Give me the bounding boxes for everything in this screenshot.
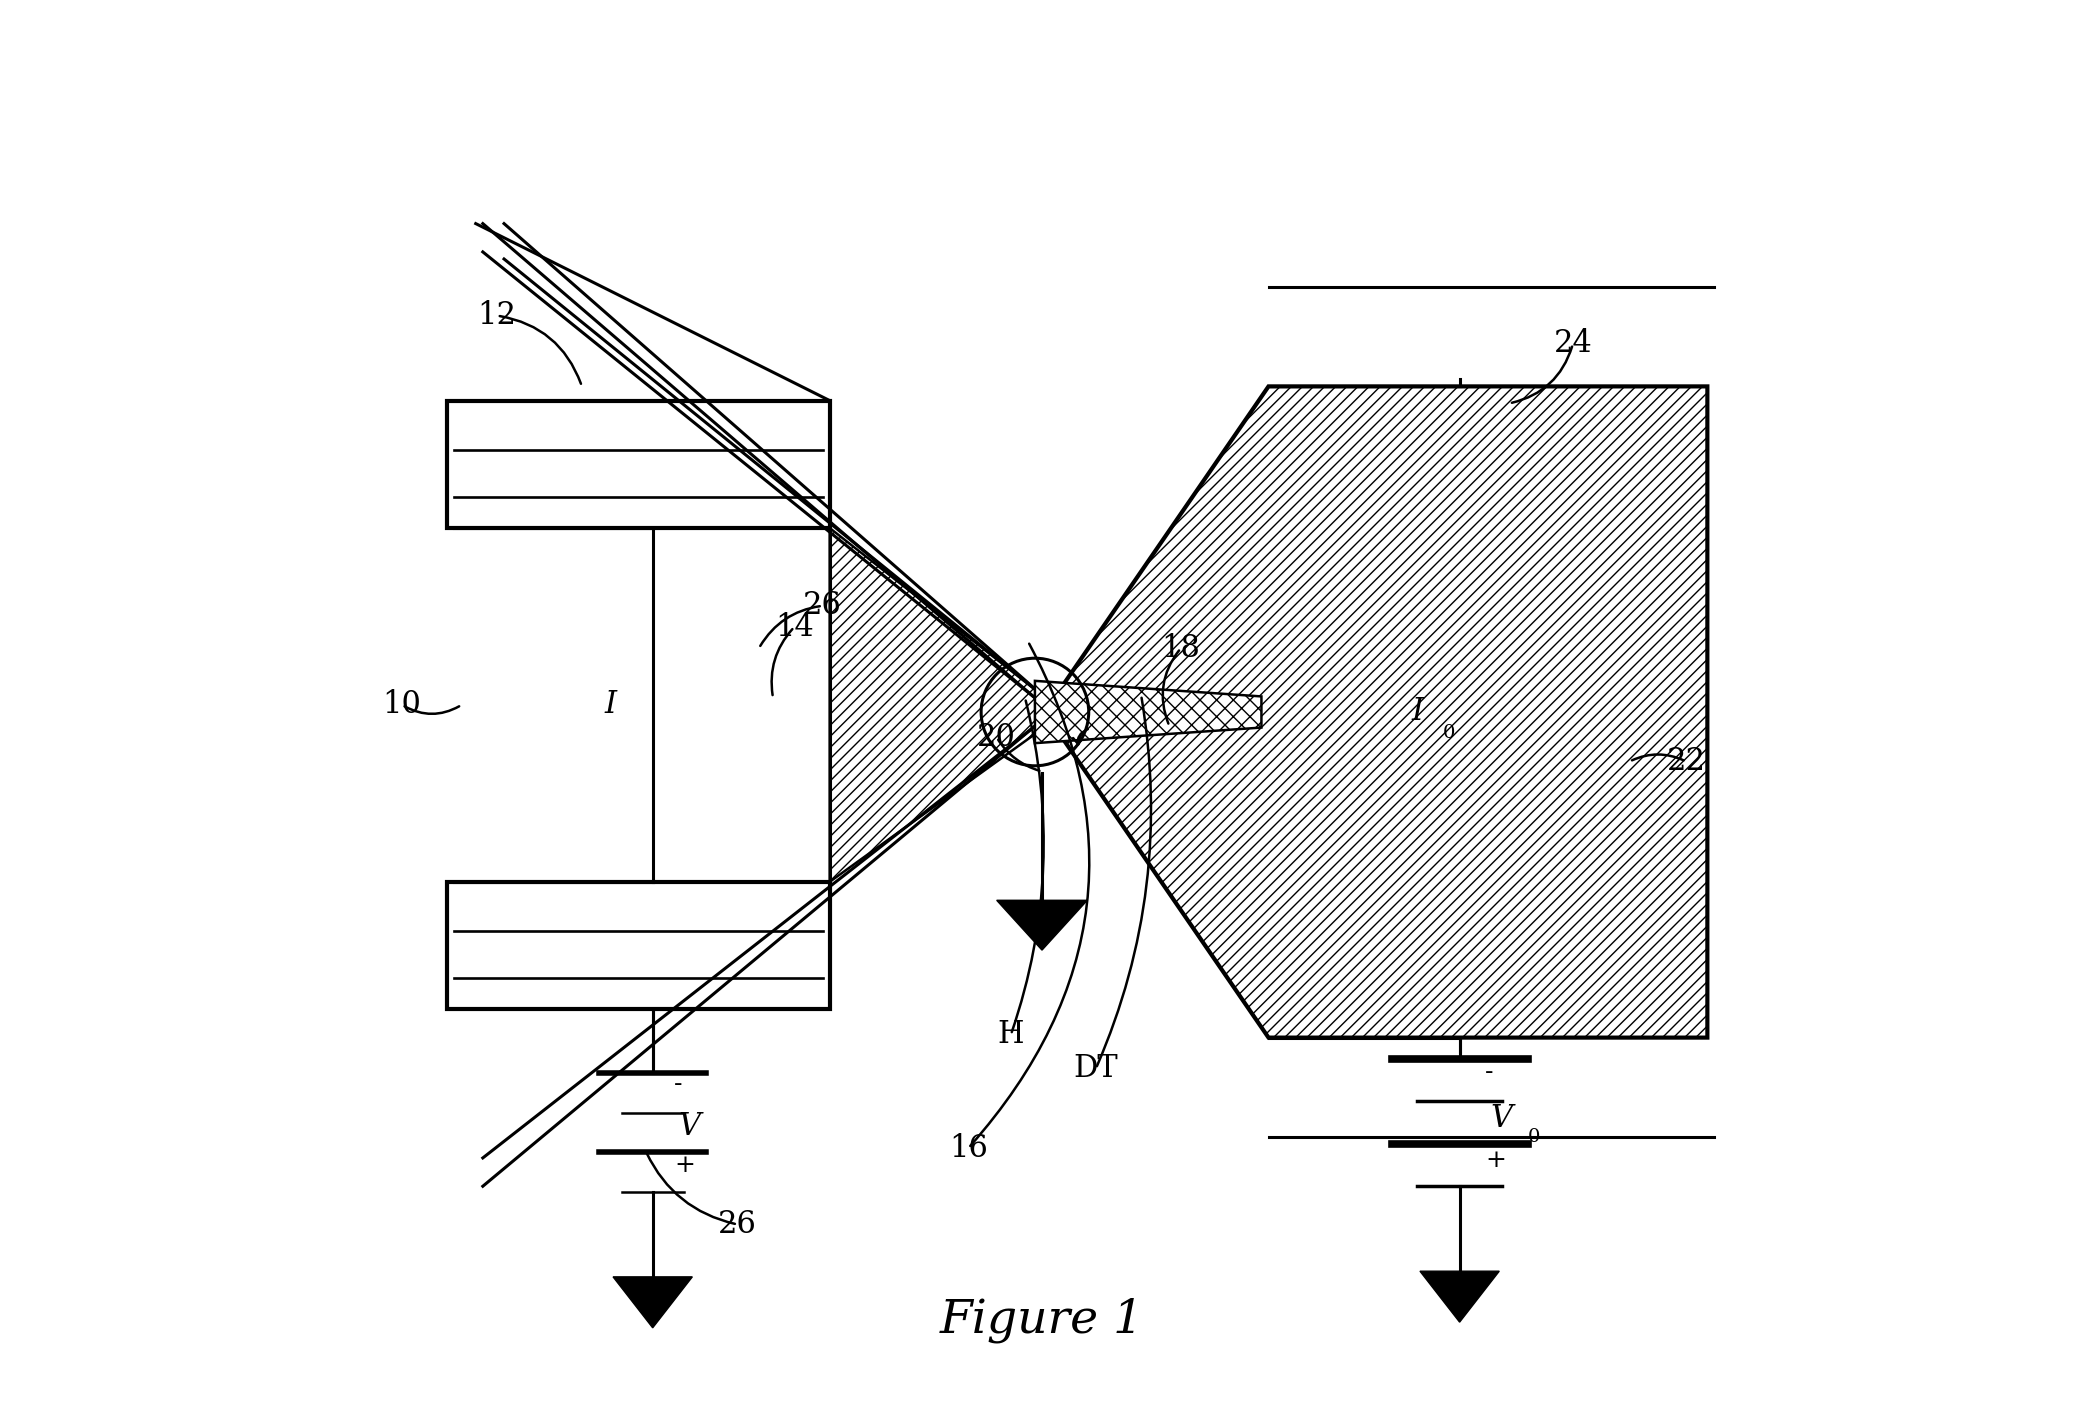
Polygon shape: [996, 900, 1088, 950]
Text: 24: 24: [1553, 329, 1592, 359]
Text: 14: 14: [775, 611, 813, 642]
Text: -: -: [673, 1072, 681, 1096]
Polygon shape: [829, 528, 1042, 881]
Text: I: I: [604, 689, 617, 721]
Text: 26: 26: [719, 1209, 756, 1240]
Text: +: +: [1486, 1149, 1507, 1172]
Polygon shape: [448, 400, 829, 528]
Text: 10: 10: [383, 689, 421, 721]
Text: 16: 16: [948, 1132, 988, 1163]
Text: 22: 22: [1667, 746, 1705, 778]
Text: 20: 20: [977, 722, 1017, 753]
Text: +: +: [673, 1153, 694, 1176]
Text: 0: 0: [1442, 725, 1455, 742]
Text: V: V: [1490, 1102, 1513, 1134]
Polygon shape: [1419, 1272, 1498, 1321]
Text: Figure 1: Figure 1: [940, 1299, 1144, 1343]
Text: H: H: [998, 1020, 1023, 1051]
Text: 0: 0: [1528, 1128, 1540, 1146]
Text: V: V: [677, 1111, 700, 1142]
Polygon shape: [613, 1277, 692, 1327]
Text: 12: 12: [477, 300, 517, 332]
Polygon shape: [1057, 386, 1707, 1038]
Polygon shape: [448, 881, 829, 1010]
Text: I: I: [1411, 696, 1423, 728]
Polygon shape: [1036, 681, 1261, 743]
Text: -: -: [1486, 1061, 1494, 1085]
Text: 18: 18: [1161, 632, 1200, 664]
Text: 26: 26: [802, 591, 842, 621]
Text: DT: DT: [1073, 1054, 1119, 1084]
